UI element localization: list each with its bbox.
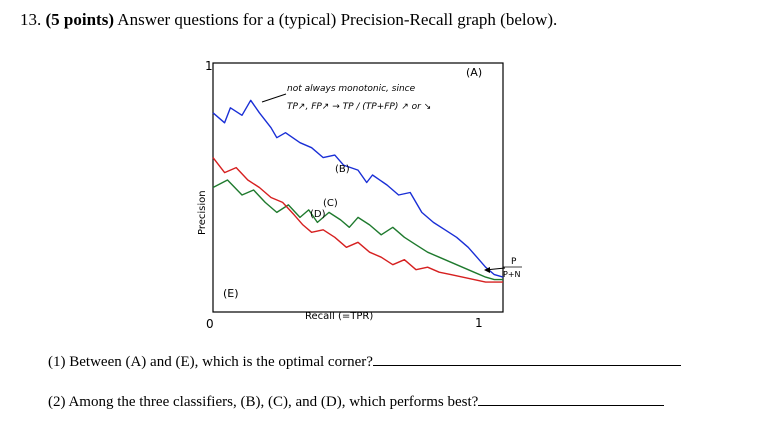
subquestion-2-label: (2): [48, 394, 66, 410]
corner-label-e: (E): [223, 287, 239, 300]
corner-label-a: (A): [466, 66, 482, 79]
series-label-d: (D): [310, 209, 326, 220]
question-points: (5 points): [45, 10, 114, 29]
question-text: Answer questions for a (typical) Precisi…: [117, 10, 558, 29]
x-max-tick-label: 1: [475, 316, 483, 330]
x-origin-tick-label: 0: [206, 317, 214, 331]
y-max-tick-label: 1: [205, 59, 213, 73]
annotation-pointer: [261, 93, 287, 103]
series-label-b: (B): [335, 164, 350, 175]
subquestion-2: (2) Among the three classifiers, (B), (C…: [48, 391, 665, 411]
baseline-arrowhead: [484, 267, 490, 273]
baseline-denominator: P+N: [503, 270, 521, 279]
subquestion-1-label: (1): [48, 354, 66, 370]
annotation-line-1: not always monotonic, since: [287, 84, 416, 94]
subquestion-2-text: Among the three classifiers, (B), (C), a…: [68, 394, 479, 410]
x-axis-title: Recall (=TPR): [305, 311, 373, 322]
series-line-d: [212, 157, 503, 283]
answer-blank-2[interactable]: [478, 391, 665, 406]
y-axis-title: Precision: [197, 190, 208, 235]
series-layer: [212, 99, 504, 283]
series-line-c: [212, 179, 503, 281]
series-label-c: (C): [323, 198, 338, 209]
question-number: 13.: [20, 10, 42, 29]
subquestion-1: (1) Between (A) and (E), which is the op…: [48, 351, 681, 371]
subquestion-1-text: Between (A) and (E), which is the optima…: [69, 354, 373, 370]
baseline-numerator: P: [511, 257, 517, 267]
series-line-b: [212, 99, 504, 278]
question-heading: 13. (5 points) Answer questions for a (t…: [20, 10, 557, 30]
plot-frame: [212, 62, 504, 313]
answer-blank-1[interactable]: [372, 351, 681, 366]
annotation-line-2: TP↗, FP↗ → TP / (TP+FP) ↗ or ↘: [287, 102, 431, 112]
